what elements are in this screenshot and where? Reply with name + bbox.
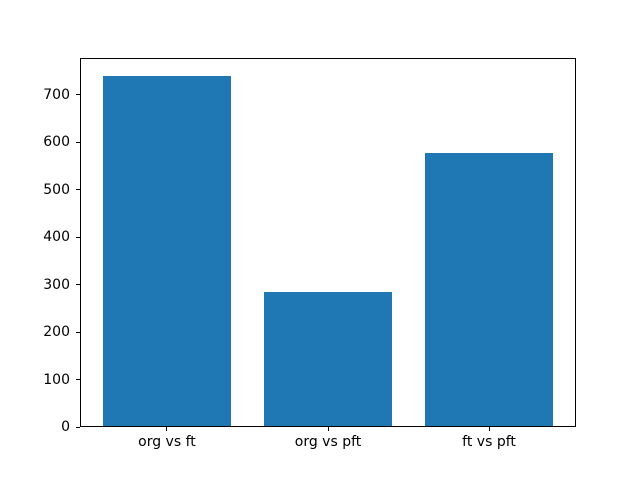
x-tick — [166, 427, 168, 431]
y-tick-label: 0 — [61, 419, 70, 435]
x-tick-label: org vs ft — [138, 434, 196, 450]
y-tick-label: 300 — [43, 276, 70, 293]
y-tick-label: 700 — [43, 86, 70, 103]
x-tick — [488, 427, 490, 431]
plot-area — [80, 58, 576, 427]
y-tick-label: 200 — [43, 324, 70, 341]
bar-org-vs-pft — [263, 292, 393, 427]
y-tick-label: 600 — [43, 134, 70, 151]
x-tick-label: org vs pft — [294, 434, 362, 450]
y-tick — [76, 284, 80, 286]
y-tick — [76, 379, 80, 380]
bar-org-vs-ft — [102, 75, 232, 427]
y-tick-label: 500 — [43, 181, 70, 198]
x-tick — [327, 427, 329, 431]
y-tick-label: 100 — [43, 371, 70, 388]
y-tick — [76, 331, 80, 333]
bar-ft-vs-pft — [424, 152, 554, 427]
x-tick-label: ft vs pft — [462, 434, 516, 450]
y-tick — [76, 141, 80, 143]
y-tick — [76, 236, 80, 238]
y-tick — [76, 426, 80, 428]
y-tick-label: 400 — [43, 229, 70, 246]
y-tick — [76, 94, 80, 96]
y-tick — [76, 189, 80, 191]
